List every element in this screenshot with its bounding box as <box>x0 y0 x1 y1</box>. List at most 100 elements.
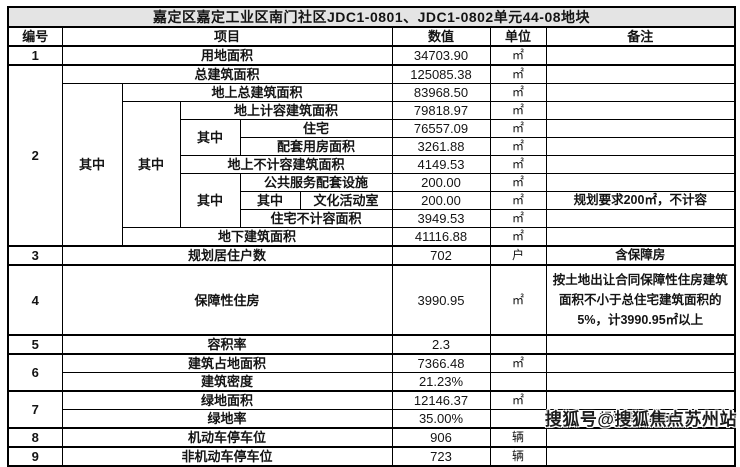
header-value: 数值 <box>391 26 491 47</box>
cell-item: 建筑占地面积 <box>61 353 393 373</box>
cell-item: 非机动车停车位 <box>61 446 393 467</box>
cell-note <box>545 353 736 373</box>
table-row: 其中 地上计容建筑面积 79818.97 ㎡ <box>8 101 736 228</box>
cell-value: 7366.48 <box>391 353 491 373</box>
cell-unit: ㎡ <box>489 209 547 228</box>
page: 嘉定区嘉定工业区南门社区JDC1-0801、JDC1-0802单元44-08地块… <box>7 6 737 467</box>
cell-note <box>545 155 736 174</box>
cell-value: 83968.50 <box>391 83 491 102</box>
header-note: 备注 <box>545 26 736 47</box>
table-row: 建筑密度 21.23% <box>8 372 736 392</box>
cell-note <box>545 209 736 228</box>
cell-value: 702 <box>391 245 491 266</box>
cell-unit: ㎡ <box>489 227 547 247</box>
cell-unit <box>489 409 547 429</box>
cell-id: 8 <box>7 427 63 448</box>
header-row: 编号 项目 数值 单位 备注 <box>7 26 736 47</box>
cell-unit: ㎡ <box>489 137 547 156</box>
cell-unit: ㎡ <box>489 390 547 410</box>
table-row: 7 绿地面积 12146.37 ㎡ <box>7 390 736 429</box>
cell-unit: ㎡ <box>489 353 547 373</box>
table-row: 3 规划居住户数 702 户 含保障房 <box>7 245 736 266</box>
cell-value: 76557.09 <box>391 119 491 138</box>
cell-value: 2.3 <box>391 334 491 355</box>
table-row: 地下建筑面积 41116.88 ㎡ <box>8 227 736 247</box>
cell-item: 机动车停车位 <box>61 427 393 448</box>
cell-item: 文化活动室 <box>299 191 393 210</box>
cell-unit: ㎡ <box>489 191 547 210</box>
header-item: 项目 <box>61 26 393 47</box>
title-row: 嘉定区嘉定工业区南门社区JDC1-0801、JDC1-0802单元44-08地块 <box>7 6 736 28</box>
cell-unit <box>489 372 547 392</box>
cell-item: 容积率 <box>61 334 393 355</box>
header-id: 编号 <box>7 26 63 47</box>
cell-note <box>545 227 736 247</box>
cell-id: 5 <box>7 334 63 355</box>
cell-unit <box>489 334 547 355</box>
cell-value: 3990.95 <box>391 264 491 336</box>
cell-note <box>545 119 736 138</box>
cell-item: 保障性住房 <box>61 264 393 336</box>
cell-unit: 辆 <box>489 446 547 467</box>
cell-id: 6 <box>7 353 63 392</box>
table-row: 1 用地面积 34703.90 ㎡ <box>7 45 736 66</box>
cell-value: 35.00% <box>391 409 491 429</box>
cell-item: 地上总建筑面积 <box>121 83 393 102</box>
cell-item: 住宅不计容面积 <box>239 209 393 228</box>
table-row: 2 总建筑面积 125085.38 ㎡ <box>7 64 736 247</box>
cell-value: 200.00 <box>391 191 491 210</box>
cell-item: 地下建筑面积 <box>121 227 393 247</box>
cell-id: 3 <box>7 245 63 266</box>
cell-note <box>545 45 736 66</box>
cell-value: 34703.90 <box>391 45 491 66</box>
cell-item: 配套用房面积 <box>239 137 393 156</box>
cell-item: 地上计容建筑面积 <box>179 101 393 120</box>
cell-value: 79818.97 <box>391 101 491 120</box>
cell-id: 9 <box>7 446 63 467</box>
cell-value: 4149.53 <box>391 155 491 174</box>
cell-value: 3261.88 <box>391 137 491 156</box>
cell-unit: ㎡ <box>489 264 547 336</box>
cell-item: 住宅 <box>239 119 393 138</box>
cell-unit: ㎡ <box>489 101 547 120</box>
cell-unit: 辆 <box>489 427 547 448</box>
cell-value: 200.00 <box>391 173 491 192</box>
cell-note: 规划要求200㎡，不计容 <box>545 191 736 210</box>
cell-note <box>545 101 736 120</box>
cell-id: 2 <box>7 64 63 247</box>
cell-unit: ㎡ <box>489 119 547 138</box>
table-row: 住宅不计容面积 3949.53 ㎡ <box>8 209 736 228</box>
table-row: 6 建筑占地面积 7366.48 ㎡ <box>7 353 736 392</box>
cell-among: 其中 <box>179 119 241 156</box>
cell-item: 绿地面积 <box>61 390 393 410</box>
table-row: 其中 地上总建筑面积 83968.50 ㎡ <box>8 83 736 247</box>
cell-value: 723 <box>391 446 491 467</box>
cell-id: 7 <box>7 390 63 429</box>
cell-note: 按土地出让合同保障性住房建筑面积不小于总住宅建筑面积的5%，计3990.95㎡以… <box>545 264 736 336</box>
table-row: 5 容积率 2.3 <box>7 334 736 355</box>
table-row: 地上不计容建筑面积 4149.53 ㎡ <box>8 155 736 174</box>
cell-note <box>545 173 736 192</box>
table-title: 嘉定区嘉定工业区南门社区JDC1-0801、JDC1-0802单元44-08地块 <box>7 6 736 28</box>
cell-unit: ㎡ <box>489 45 547 66</box>
cell-item: 规划居住户数 <box>61 245 393 266</box>
watermark: 搜狐号@搜狐焦点苏州站 <box>544 410 737 429</box>
cell-among: 其中 <box>61 83 123 247</box>
cell-note <box>545 446 736 467</box>
header-unit: 单位 <box>489 26 547 47</box>
cell-value: 21.23% <box>391 372 491 392</box>
table-row: 其中 住宅 76557.09 ㎡ <box>8 119 736 156</box>
cell-among: 其中 <box>121 101 181 228</box>
cell-id: 1 <box>7 45 63 66</box>
cell-note <box>545 137 736 156</box>
cell-unit: ㎡ <box>489 155 547 174</box>
cell-item: 建筑密度 <box>61 372 393 392</box>
cell-unit: 户 <box>489 245 547 266</box>
cell-item: 总建筑面积 <box>61 64 393 84</box>
table-row: 8 机动车停车位 906 辆 <box>7 427 736 448</box>
cell-unit: ㎡ <box>489 173 547 192</box>
cell-among: 其中 <box>179 173 241 228</box>
cell-item: 用地面积 <box>61 45 393 66</box>
table-row: 4 保障性住房 3990.95 ㎡ 按土地出让合同保障性住房建筑面积不小于总住宅… <box>7 264 736 336</box>
cell-item: 绿地率 <box>61 409 393 429</box>
